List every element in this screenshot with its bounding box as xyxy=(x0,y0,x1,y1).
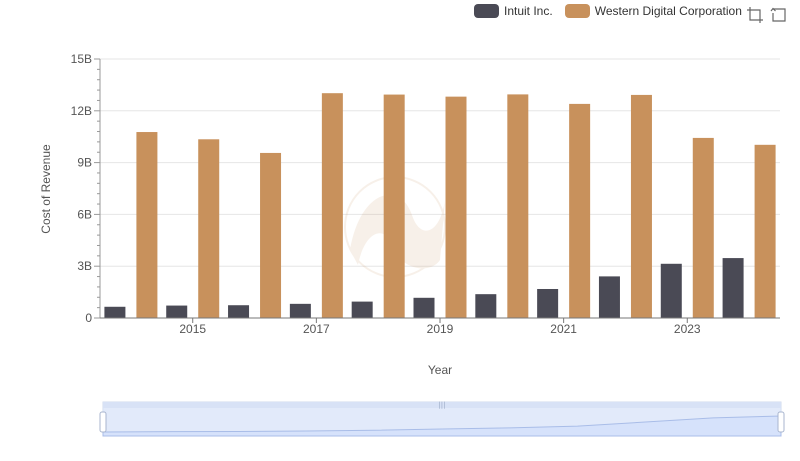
legend: Intuit Inc. Western Digital Corporation xyxy=(474,4,754,18)
axes: 0 3B 6B 9B 12B 15B 2015 2017 2019 2021 2023 xyxy=(71,52,780,336)
bar-western-digital[interactable] xyxy=(692,137,714,318)
bar-intuit[interactable] xyxy=(722,258,744,318)
bar-intuit[interactable] xyxy=(475,294,497,318)
bar-western-digital[interactable] xyxy=(445,96,467,319)
bar-western-digital[interactable] xyxy=(507,94,529,318)
bar-intuit[interactable] xyxy=(351,301,373,318)
y-tick-label: 6B xyxy=(77,207,92,221)
y-tick-label: 9B xyxy=(77,156,92,170)
legend-label-intuit: Intuit Inc. xyxy=(504,4,553,18)
slider-grip-icon[interactable]: ||| xyxy=(438,401,445,409)
bar-western-digital[interactable] xyxy=(569,103,591,318)
slider-right-handle[interactable] xyxy=(777,411,785,433)
x-tick-label: 2021 xyxy=(550,322,577,336)
slider-preview-area xyxy=(102,415,782,437)
bar-intuit[interactable] xyxy=(537,288,559,318)
bar-intuit[interactable] xyxy=(228,305,250,318)
bar-western-digital[interactable] xyxy=(383,94,405,318)
y-tick-label: 0 xyxy=(85,311,92,325)
legend-item-western-digital[interactable]: Western Digital Corporation xyxy=(564,4,742,18)
x-tick-label: 2019 xyxy=(427,322,454,336)
bars-layer xyxy=(104,93,776,319)
bar-western-digital[interactable] xyxy=(136,132,158,318)
x-tick-label: 2023 xyxy=(674,322,701,336)
restore-icon[interactable] xyxy=(770,6,788,24)
slider-left-handle[interactable] xyxy=(99,411,107,433)
bar-intuit[interactable] xyxy=(413,297,435,318)
bar-western-digital[interactable] xyxy=(630,94,652,318)
bar-intuit[interactable] xyxy=(598,276,620,318)
legend-swatch-western-digital xyxy=(564,4,590,18)
bar-western-digital[interactable] xyxy=(198,139,220,318)
y-tick-label: 12B xyxy=(71,104,92,118)
bar-western-digital[interactable] xyxy=(754,144,776,318)
bar-intuit[interactable] xyxy=(104,306,126,318)
legend-item-intuit[interactable]: Intuit Inc. xyxy=(474,4,553,18)
x-tick-label: 2015 xyxy=(179,322,206,336)
x-axis-label: Year xyxy=(428,363,452,377)
y-tick-label: 15B xyxy=(71,52,92,66)
x-tick-label: 2017 xyxy=(303,322,330,336)
zoom-icon[interactable] xyxy=(746,6,764,24)
legend-swatch-intuit xyxy=(474,4,499,18)
bar-intuit[interactable] xyxy=(289,303,311,318)
y-tick-label: 3B xyxy=(77,259,92,273)
toolbox xyxy=(746,6,794,24)
bar-western-digital[interactable] xyxy=(260,152,282,318)
legend-label-western-digital: Western Digital Corporation xyxy=(594,4,742,18)
y-axis-label: Cost of Revenue xyxy=(39,144,53,234)
bar-intuit[interactable] xyxy=(166,305,188,318)
bar-western-digital[interactable] xyxy=(321,93,343,318)
data-zoom-slider[interactable]: ||| xyxy=(99,401,785,437)
bar-intuit[interactable] xyxy=(660,263,682,318)
slider-top-bar[interactable] xyxy=(103,402,781,408)
